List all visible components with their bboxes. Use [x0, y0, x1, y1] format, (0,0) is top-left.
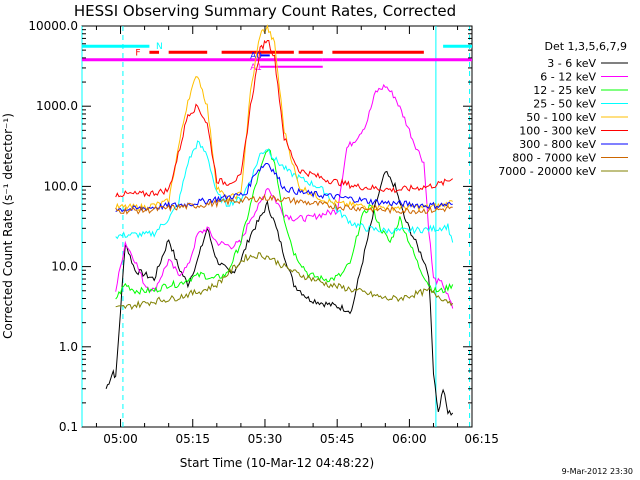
y-tick-label: 10000.0: [28, 19, 78, 33]
x-tick-label: 05:45: [320, 432, 355, 446]
y-tick-label: 1.0: [59, 340, 78, 354]
status-bar-label: F: [135, 48, 140, 58]
legend-entry-label: 25 - 50 keV: [533, 98, 596, 111]
x-tick-label: 05:00: [103, 432, 138, 446]
series-line-7: [115, 193, 453, 215]
series-lines: [105, 24, 454, 416]
x-tick-label: 05:15: [175, 432, 210, 446]
x-axis-label: Start Time (10-Mar-12 04:48:22): [180, 456, 374, 470]
series-line-2: [115, 148, 454, 300]
x-tick-label: 06:15: [464, 432, 499, 446]
x-tick-label: 05:30: [248, 432, 283, 446]
footer-timestamp: 9-Mar-2012 23:30: [562, 467, 633, 476]
legend-entry-label: 300 - 800 keV: [519, 138, 596, 151]
series-line-8: [115, 252, 454, 311]
y-tick-label: 100.0: [44, 179, 78, 193]
legend-entry-label: 50 - 100 keV: [526, 111, 596, 124]
legend-title: Det 1,3,5,6,7,9: [544, 40, 627, 53]
x-tick-label: 06:00: [392, 432, 427, 446]
legend-entry-label: 3 - 6 keV: [547, 57, 596, 70]
legend-entry-label: 800 - 7000 keV: [512, 152, 596, 165]
series-line-0: [105, 170, 454, 416]
chart-title: HESSI Observing Summary Count Rates, Cor…: [74, 2, 456, 20]
axis-ticks: 0.1 1.0 10.0 100.0 1000.0 10000.0 05:00 05:15 05…: [28, 19, 499, 446]
legend-entry-label: 6 - 12 keV: [540, 71, 596, 84]
y-tick-label: 0.1: [59, 420, 78, 434]
series-line-3: [115, 140, 454, 243]
legend-entry-label: 7000 - 20000 keV: [498, 165, 596, 178]
attenuator-label: A1: [250, 63, 262, 73]
status-bar-label: N: [156, 42, 163, 52]
vertical-markers: [81, 26, 471, 427]
y-tick-label: 1000.0: [36, 99, 78, 113]
y-axis-label: Corrected Count Rate (s⁻¹ detector⁻¹): [1, 113, 15, 339]
series-line-5: [115, 39, 454, 198]
y-tick-label: 10.0: [51, 260, 78, 274]
plot-frame: [81, 25, 473, 428]
series-line-1: [115, 83, 454, 309]
series-line-4: [115, 24, 453, 212]
legend-entry-label: 12 - 25 keV: [533, 84, 596, 97]
series-line-6: [115, 163, 453, 213]
legend-entry-label: 100 - 300 keV: [519, 125, 596, 138]
